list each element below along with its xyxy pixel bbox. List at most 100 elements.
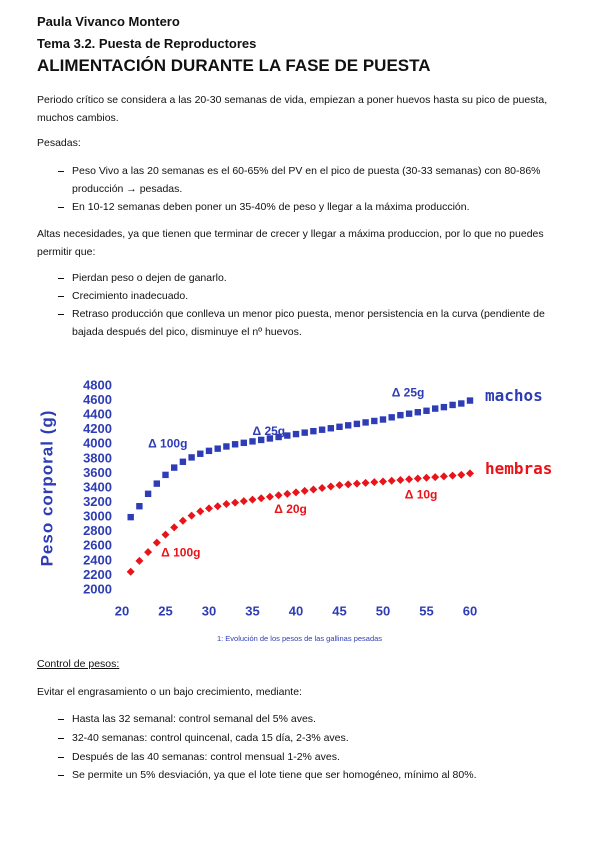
section-heading: Pesadas: bbox=[37, 137, 81, 149]
data-point bbox=[345, 422, 352, 429]
y-tick-label: 4200 bbox=[83, 421, 112, 436]
data-point bbox=[414, 409, 421, 416]
bullet bbox=[58, 207, 64, 208]
data-point bbox=[326, 482, 335, 491]
data-point bbox=[205, 504, 213, 513]
y-tick-label: 3400 bbox=[83, 479, 112, 494]
data-point bbox=[231, 498, 240, 507]
series-label: hembras bbox=[485, 459, 552, 478]
data-point bbox=[466, 397, 474, 404]
bullet bbox=[58, 296, 64, 297]
data-point bbox=[239, 497, 248, 506]
data-point bbox=[387, 476, 396, 485]
y-axis-label: Peso corporal (g) bbox=[37, 410, 56, 567]
data-point bbox=[300, 486, 309, 495]
data-point bbox=[362, 419, 369, 426]
annotation: Δ 100g bbox=[161, 546, 200, 560]
x-tick-label: 30 bbox=[202, 603, 216, 618]
x-tick-label: 50 bbox=[376, 603, 390, 618]
data-point bbox=[153, 480, 160, 487]
data-point bbox=[309, 485, 318, 494]
list-item: Retraso producción que conlleva un menor… bbox=[72, 308, 545, 338]
data-point bbox=[136, 503, 143, 510]
data-point bbox=[283, 489, 292, 498]
data-point bbox=[171, 464, 178, 471]
figure-caption: 1: Evolución de los pesos de las gallina… bbox=[216, 634, 383, 643]
y-tick-label: 4600 bbox=[83, 392, 112, 407]
data-point bbox=[213, 502, 222, 511]
x-tick-label: 45 bbox=[332, 603, 346, 618]
data-point bbox=[170, 523, 179, 532]
series-label: machos bbox=[485, 386, 543, 405]
y-tick-label: 2200 bbox=[83, 567, 112, 582]
data-point bbox=[292, 430, 300, 438]
bullet bbox=[58, 738, 64, 739]
annotation: Δ 25g bbox=[392, 385, 425, 399]
list-item: Después de las 40 semanas: control mensu… bbox=[72, 751, 340, 763]
data-point bbox=[205, 447, 213, 455]
bullet bbox=[58, 719, 64, 720]
data-point bbox=[413, 474, 422, 483]
y-tick-label: 3000 bbox=[83, 509, 112, 524]
data-point bbox=[457, 470, 466, 479]
data-point bbox=[265, 492, 274, 501]
x-tick-label: 40 bbox=[289, 603, 303, 618]
data-point bbox=[318, 484, 327, 492]
bullet bbox=[58, 757, 64, 758]
data-point bbox=[223, 443, 230, 450]
annotation: Δ 20g bbox=[274, 502, 307, 516]
data-point bbox=[197, 450, 204, 457]
list-item: Hasta las 32 semanal: control semanal de… bbox=[72, 713, 316, 725]
data-point bbox=[439, 472, 448, 481]
data-point bbox=[440, 403, 448, 411]
data-point bbox=[448, 471, 457, 480]
bullet bbox=[58, 171, 64, 172]
y-tick-label: 4000 bbox=[83, 436, 112, 451]
data-point bbox=[187, 511, 196, 520]
data-point bbox=[152, 538, 161, 547]
list-item: 32-40 semanas: control quincenal, cada 1… bbox=[72, 732, 349, 744]
data-point bbox=[335, 481, 344, 490]
topic: Tema 3.2. Puesta de Reproductores bbox=[37, 36, 257, 51]
bullet bbox=[58, 314, 64, 315]
data-point bbox=[178, 516, 187, 525]
data-point bbox=[258, 436, 265, 444]
x-tick-label: 55 bbox=[419, 603, 433, 618]
y-tick-label: 2600 bbox=[83, 538, 112, 553]
list-item: Crecimiento inadecuado. bbox=[72, 290, 189, 302]
data-point bbox=[179, 458, 187, 465]
y-tick-label: 2000 bbox=[83, 581, 112, 596]
data-point bbox=[196, 507, 205, 516]
data-point bbox=[361, 478, 370, 487]
data-point bbox=[405, 475, 414, 484]
paragraph: Evitar el engrasamiento o un bajo crecim… bbox=[37, 686, 302, 698]
bullet bbox=[58, 775, 64, 776]
annotation: Δ 100g bbox=[148, 436, 187, 450]
data-point bbox=[466, 469, 474, 478]
y-tick-label: 4400 bbox=[83, 407, 112, 422]
data-point bbox=[379, 477, 387, 486]
annotation: Δ 25g bbox=[253, 424, 286, 438]
data-point bbox=[310, 427, 317, 435]
data-point bbox=[162, 471, 169, 479]
data-point bbox=[379, 416, 387, 423]
data-point bbox=[458, 400, 465, 407]
data-point bbox=[266, 435, 274, 442]
data-point bbox=[432, 405, 439, 412]
y-tick-label: 2800 bbox=[83, 523, 112, 538]
data-point bbox=[214, 445, 221, 452]
x-tick-label: 60 bbox=[463, 603, 477, 618]
data-point bbox=[352, 479, 361, 488]
list-item: Pierdan peso o dejen de ganarlo. bbox=[72, 272, 227, 284]
data-point bbox=[126, 567, 135, 576]
data-point bbox=[240, 439, 247, 447]
intro: Periodo crítico se considera a las 20-30… bbox=[37, 94, 548, 124]
data-point bbox=[405, 410, 413, 417]
data-point bbox=[144, 490, 152, 498]
data-point bbox=[274, 491, 283, 500]
data-point bbox=[422, 473, 431, 482]
annotation: Δ 10g bbox=[405, 487, 438, 501]
data-point bbox=[344, 480, 353, 489]
y-tick-label: 3600 bbox=[83, 465, 112, 480]
data-point bbox=[301, 429, 308, 436]
